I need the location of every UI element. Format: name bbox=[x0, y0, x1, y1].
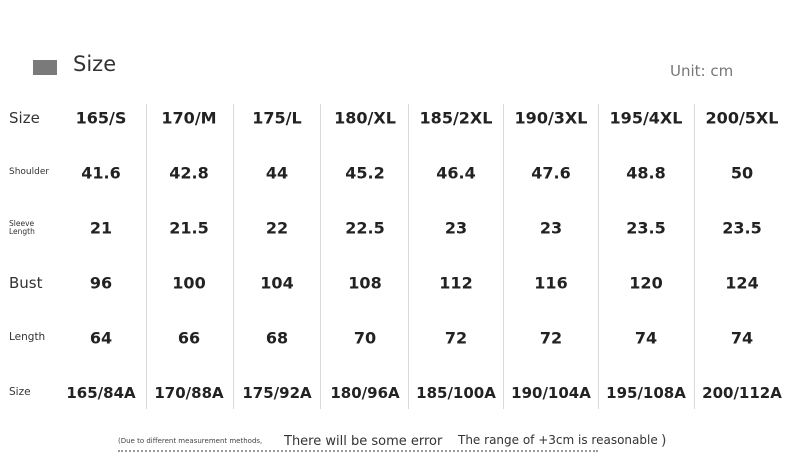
table-cell: 175/L bbox=[252, 108, 302, 127]
column-divider bbox=[598, 104, 599, 409]
table-cell: 190/104A bbox=[511, 383, 591, 402]
table-row: Bust 96 100 104 108 112 116 120 124 bbox=[0, 255, 790, 310]
table-cell: 66 bbox=[177, 328, 201, 347]
table-cell: 64 bbox=[89, 328, 113, 347]
table-cell: 45.2 bbox=[345, 163, 385, 182]
size-table: Size 165/S 170/M 175/L 180/XL 185/2XL 190/3XL 1… bbox=[0, 90, 790, 420]
column-divider bbox=[694, 104, 695, 409]
column-divider bbox=[146, 104, 147, 409]
note-measurement: (Due to different measurement methods, bbox=[118, 437, 263, 445]
row-label: Shoulder bbox=[9, 166, 50, 177]
table-cell: 195/4XL bbox=[609, 108, 683, 127]
footer-note: (Due to different measurement methods, T… bbox=[0, 433, 790, 456]
table-cell: 22 bbox=[265, 218, 289, 237]
table-cell: 180/96A bbox=[330, 383, 400, 402]
table-cell: 185/2XL bbox=[419, 108, 493, 127]
table-cell: 74 bbox=[634, 328, 658, 347]
table-row: Shoulder 41.6 42.8 44 45.2 46.4 47.6 48.8 50 bbox=[0, 145, 790, 200]
table-row: Sleeve Length 21 21.5 22 22.5 23 23 23.5 23.5 bbox=[0, 200, 790, 255]
row-label: Sleeve Length bbox=[9, 218, 35, 236]
row-label: Size bbox=[9, 385, 31, 398]
table-cell: 104 bbox=[260, 273, 294, 292]
page-title: Size bbox=[73, 52, 117, 76]
table-cell: 124 bbox=[725, 273, 759, 292]
table-cell: 112 bbox=[439, 273, 473, 292]
table-cell: 50 bbox=[730, 163, 754, 182]
table-cell: 23 bbox=[444, 218, 468, 237]
table-cell: 70 bbox=[353, 328, 377, 347]
table-cell: 21.5 bbox=[169, 218, 209, 237]
note-error: There will be some error bbox=[284, 434, 443, 449]
table-cell: 23.5 bbox=[626, 218, 666, 237]
table-cell: 42.8 bbox=[169, 163, 209, 182]
table-cell: 200/5XL bbox=[705, 108, 779, 127]
table-cell: 47.6 bbox=[531, 163, 571, 182]
table-cell: 170/88A bbox=[154, 383, 224, 402]
table-cell: 68 bbox=[265, 328, 289, 347]
table-cell: 46.4 bbox=[436, 163, 476, 182]
column-divider bbox=[408, 104, 409, 409]
table-cell: 180/XL bbox=[334, 108, 396, 127]
table-cell: 96 bbox=[89, 273, 113, 292]
table-cell: 120 bbox=[629, 273, 663, 292]
table-cell: 165/S bbox=[75, 108, 127, 127]
row-label: Size bbox=[9, 108, 40, 127]
column-divider bbox=[320, 104, 321, 409]
table-cell: 21 bbox=[89, 218, 113, 237]
table-cell: 170/M bbox=[161, 108, 217, 127]
header-bar-icon bbox=[33, 60, 57, 75]
table-cell: 72 bbox=[444, 328, 468, 347]
table-cell: 74 bbox=[730, 328, 754, 347]
table-cell: 72 bbox=[539, 328, 563, 347]
table-cell: 100 bbox=[172, 273, 206, 292]
table-cell: 175/92A bbox=[242, 383, 312, 402]
column-divider bbox=[503, 104, 504, 409]
table-cell: 23.5 bbox=[722, 218, 762, 237]
table-cell: 108 bbox=[348, 273, 382, 292]
table-cell: 116 bbox=[534, 273, 568, 292]
table-cell: 22.5 bbox=[345, 218, 385, 237]
row-label: Length bbox=[9, 330, 46, 343]
table-cell: 44 bbox=[265, 163, 289, 182]
table-cell: 41.6 bbox=[81, 163, 121, 182]
table-cell: 165/84A bbox=[66, 383, 136, 402]
table-cell: 190/3XL bbox=[514, 108, 588, 127]
table-cell: 200/112A bbox=[702, 383, 782, 402]
table-cell: 195/108A bbox=[606, 383, 686, 402]
table-cell: 185/100A bbox=[416, 383, 496, 402]
row-label: Bust bbox=[9, 273, 43, 292]
table-row: Size 165/84A 170/88A 175/92A 180/96A 185/100A… bbox=[0, 365, 790, 420]
table-row: Size 165/S 170/M 175/L 180/XL 185/2XL 190/3XL 1… bbox=[0, 90, 790, 145]
note-paren: ) bbox=[661, 433, 667, 449]
table-row: Length 64 66 68 70 72 72 74 74 bbox=[0, 310, 790, 365]
note-range: The range of +3cm is reasonable bbox=[458, 433, 658, 447]
table-cell: 48.8 bbox=[626, 163, 666, 182]
unit-label: Unit: cm bbox=[670, 62, 734, 80]
table-cell: 23 bbox=[539, 218, 563, 237]
column-divider bbox=[233, 104, 234, 409]
scribble-line bbox=[118, 450, 598, 458]
